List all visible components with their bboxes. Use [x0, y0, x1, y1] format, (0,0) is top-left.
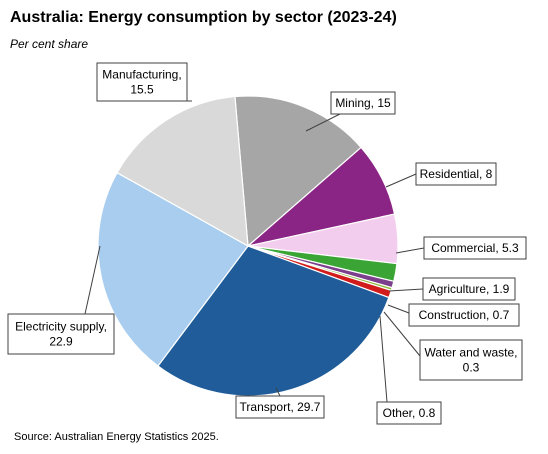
data-label-water-and-waste: Water and waste,0.3 — [419, 339, 523, 381]
data-label-text: Other, 0.8 — [383, 406, 436, 420]
data-label-other: Other, 0.8 — [376, 401, 442, 425]
data-label-mining: Mining, 15 — [330, 91, 396, 115]
leader-line-transport — [275, 387, 281, 397]
chart-title: Australia: Energy consumption by sector … — [10, 9, 397, 26]
data-label-text: Manufacturing, — [102, 68, 181, 82]
data-label-construction: Construction, 0.7 — [408, 303, 520, 327]
data-label-electricity-supply: Electricity supply,22.9 — [7, 313, 115, 355]
data-label-box — [419, 339, 523, 381]
slice-electricity-supply — [97, 172, 249, 367]
data-label-text: Residential, 8 — [420, 167, 493, 181]
leader-line-construction — [387, 304, 410, 314]
data-label-box — [408, 303, 520, 327]
data-labels: Mining, 15 Residential, 8 Commercial, 5.3 A… — [7, 62, 527, 425]
data-label-box — [415, 162, 497, 186]
data-label-agriculture: Agriculture, 1.9 — [422, 277, 516, 301]
data-label-text: Agriculture, 1.9 — [429, 282, 510, 296]
data-label-text: 22.9 — [49, 335, 73, 349]
source-note: Source: Australian Energy Statistics 202… — [14, 431, 219, 443]
data-label-text: Transport, 29.7 — [240, 400, 321, 414]
slice-transport — [157, 245, 390, 397]
data-label-box — [96, 62, 188, 102]
data-label-box — [7, 313, 115, 355]
data-label-text: 0.3 — [463, 361, 480, 375]
pie-slices — [97, 95, 399, 397]
data-label-manufacturing: Manufacturing,15.5 — [96, 62, 188, 102]
data-label-text: Construction, 0.7 — [419, 308, 510, 322]
data-label-box — [330, 91, 396, 115]
leader-line-agriculture — [388, 288, 424, 292]
data-label-box — [422, 277, 516, 301]
leader-line-other — [379, 315, 388, 403]
data-label-text: 15.5 — [130, 83, 154, 97]
leader-line-water-and-waste — [383, 311, 421, 357]
data-label-transport: Transport, 29.7 — [235, 395, 325, 419]
data-label-text: Commercial, 5.3 — [431, 241, 519, 255]
data-label-box — [423, 236, 527, 260]
data-label-commercial: Commercial, 5.3 — [423, 236, 527, 260]
slice-mining — [234, 95, 362, 247]
data-label-text: Mining, 15 — [335, 96, 391, 110]
data-label-text: Electricity supply, — [15, 320, 107, 334]
leader-line-electricity-supply — [84, 245, 101, 315]
data-label-text: Water and waste, — [425, 346, 518, 360]
data-label-box — [235, 395, 325, 419]
chart-subtitle: Per cent share — [10, 37, 89, 51]
leader-line-residential — [385, 173, 417, 188]
data-label-box — [376, 401, 442, 425]
data-label-residential: Residential, 8 — [415, 162, 497, 186]
leader-line-mining — [305, 113, 341, 132]
leader-line-commercial — [395, 247, 425, 254]
leader-lines — [84, 100, 425, 403]
slice-manufacturing — [116, 95, 249, 247]
